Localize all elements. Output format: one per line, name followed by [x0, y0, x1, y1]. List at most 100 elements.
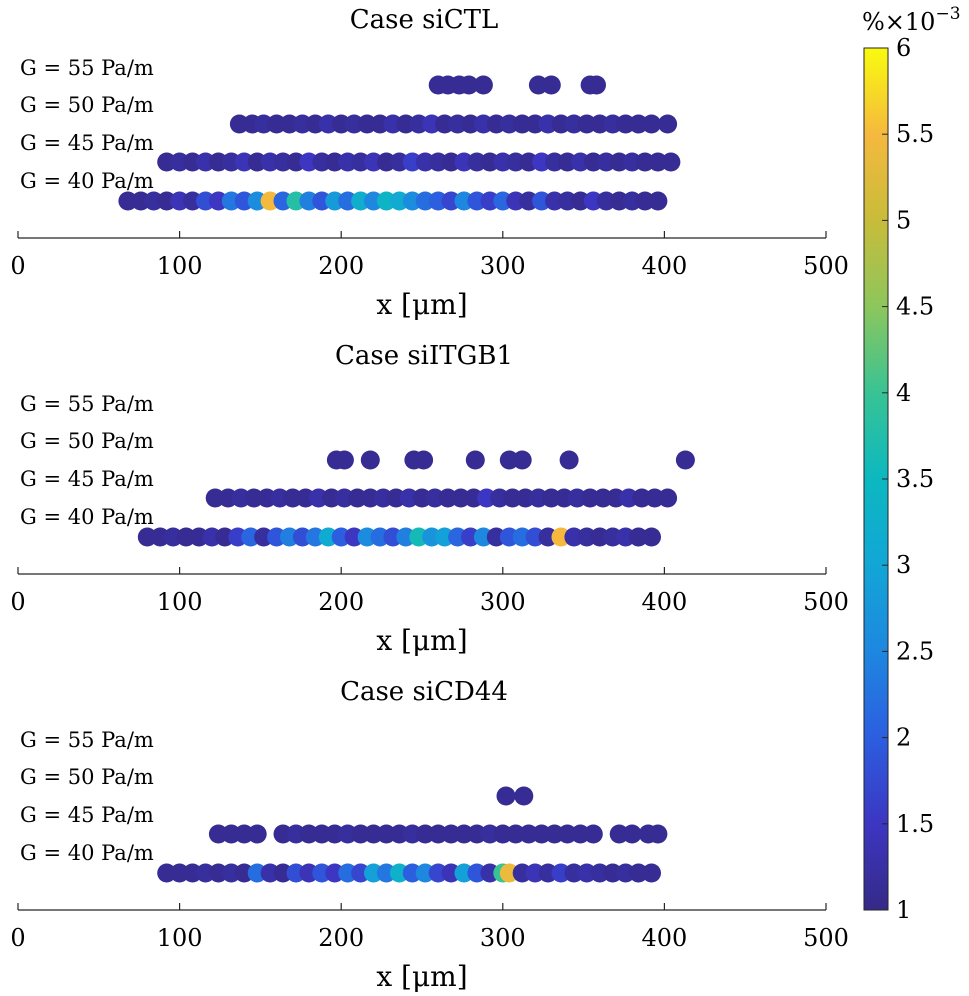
data-point — [506, 152, 526, 172]
data-point — [596, 152, 616, 172]
data-point — [325, 152, 345, 172]
data-point — [577, 863, 597, 883]
data-point — [273, 863, 293, 883]
data-point — [577, 114, 597, 134]
row-label: G = 40 Pa/m — [20, 841, 154, 865]
row-label: G = 55 Pa/m — [20, 728, 154, 752]
data-point — [305, 114, 325, 134]
x-tick-label: 400 — [641, 252, 687, 280]
data-point — [541, 75, 561, 95]
data-point — [396, 527, 416, 547]
data-point — [467, 863, 487, 883]
row-label: G = 40 Pa/m — [20, 169, 154, 193]
data-point — [415, 824, 435, 844]
data-point — [557, 152, 577, 172]
data-point — [465, 450, 485, 470]
x-tick-label: 500 — [803, 588, 849, 616]
data-point — [642, 114, 661, 134]
data-point — [642, 863, 661, 883]
data-point — [254, 114, 274, 134]
data-point — [567, 488, 587, 508]
x-tick-label: 500 — [803, 924, 849, 952]
data-point — [334, 488, 354, 508]
scatter-panel-1: Case siCTL G = 55 Pa/m G = 50 Pa/m G = 45 P… — [10, 5, 849, 321]
row-label: G = 45 Pa/m — [20, 803, 154, 827]
x-tick-label: 0 — [10, 924, 25, 952]
data-point — [376, 152, 396, 172]
x-tick-label: 300 — [480, 924, 526, 952]
data-point — [344, 114, 364, 134]
data-point — [538, 527, 558, 547]
x-tick-label: 100 — [157, 588, 203, 616]
x-tick-label: 100 — [157, 924, 203, 952]
data-point — [415, 152, 435, 172]
data-point — [273, 191, 293, 211]
x-tick-label: 0 — [10, 252, 25, 280]
data-point — [512, 450, 532, 470]
data-point — [477, 488, 497, 508]
data-point — [376, 191, 396, 211]
data-point — [467, 152, 487, 172]
x-axis-label: x [μm] — [376, 624, 467, 657]
colorbar-tick-label: 5 — [896, 206, 911, 234]
colorbar: 1 1.5 2 2.5 3 3.5 4 4.5 5 5.5 6%×10−3 — [862, 4, 961, 924]
data-point — [386, 488, 406, 508]
marker-group — [118, 75, 681, 211]
data-point — [163, 527, 183, 547]
x-tick-label: 500 — [803, 252, 849, 280]
row-label: G = 50 Pa/m — [20, 429, 154, 453]
row-label: G = 50 Pa/m — [20, 765, 154, 789]
scatter-panel-2: Case siITGB1 G = 55 Pa/m G = 50 Pa/m G = 45… — [10, 341, 849, 657]
data-point — [622, 824, 642, 844]
row-label: G = 45 Pa/m — [20, 131, 154, 155]
x-tick-label: 400 — [641, 588, 687, 616]
data-point — [234, 824, 254, 844]
colorbar-tick-label: 4 — [896, 379, 911, 407]
data-point — [344, 527, 364, 547]
colorbar-tick-label: 1.5 — [896, 810, 934, 838]
x-tick-label: 400 — [641, 924, 687, 952]
data-point — [514, 786, 534, 806]
data-point — [648, 824, 668, 844]
colorbar-tick-label: 3.5 — [896, 465, 934, 493]
marker-group — [137, 450, 695, 547]
x-tick-label: 200 — [318, 924, 364, 952]
colorbar-tick-label: 4.5 — [896, 293, 934, 321]
x-tick-label: 100 — [157, 252, 203, 280]
colorbar-label: %×10−3 — [862, 4, 961, 36]
data-point — [376, 824, 396, 844]
data-point — [435, 114, 455, 134]
data-point — [215, 527, 235, 547]
data-point — [414, 450, 434, 470]
data-point — [467, 191, 487, 211]
data-point — [467, 824, 487, 844]
data-point — [459, 75, 479, 95]
data-point — [234, 152, 254, 172]
colorbar-tick-label: 1 — [896, 896, 911, 924]
data-point — [486, 114, 506, 134]
x-axis-label: x [μm] — [376, 960, 467, 993]
data-point — [254, 527, 274, 547]
data-point — [642, 527, 661, 547]
row-label: G = 50 Pa/m — [20, 93, 154, 117]
data-point — [325, 824, 345, 844]
data-point — [183, 152, 202, 172]
data-point — [273, 824, 293, 844]
row-label: G = 45 Pa/m — [20, 467, 154, 491]
data-point — [234, 863, 254, 883]
colorbar-label-exponent: −3 — [935, 4, 960, 24]
data-point — [244, 488, 264, 508]
colorbar-label-base: %×10 — [862, 8, 935, 36]
data-point — [360, 450, 380, 470]
data-point — [396, 114, 416, 134]
data-point — [583, 824, 603, 844]
x-tick-label: 200 — [318, 252, 364, 280]
data-point — [506, 191, 526, 211]
data-point — [435, 527, 455, 547]
data-point — [506, 824, 526, 844]
data-point — [629, 527, 648, 547]
data-point — [183, 191, 202, 211]
data-point — [587, 75, 606, 95]
data-point — [658, 488, 678, 508]
row-label: G = 55 Pa/m — [20, 392, 154, 416]
